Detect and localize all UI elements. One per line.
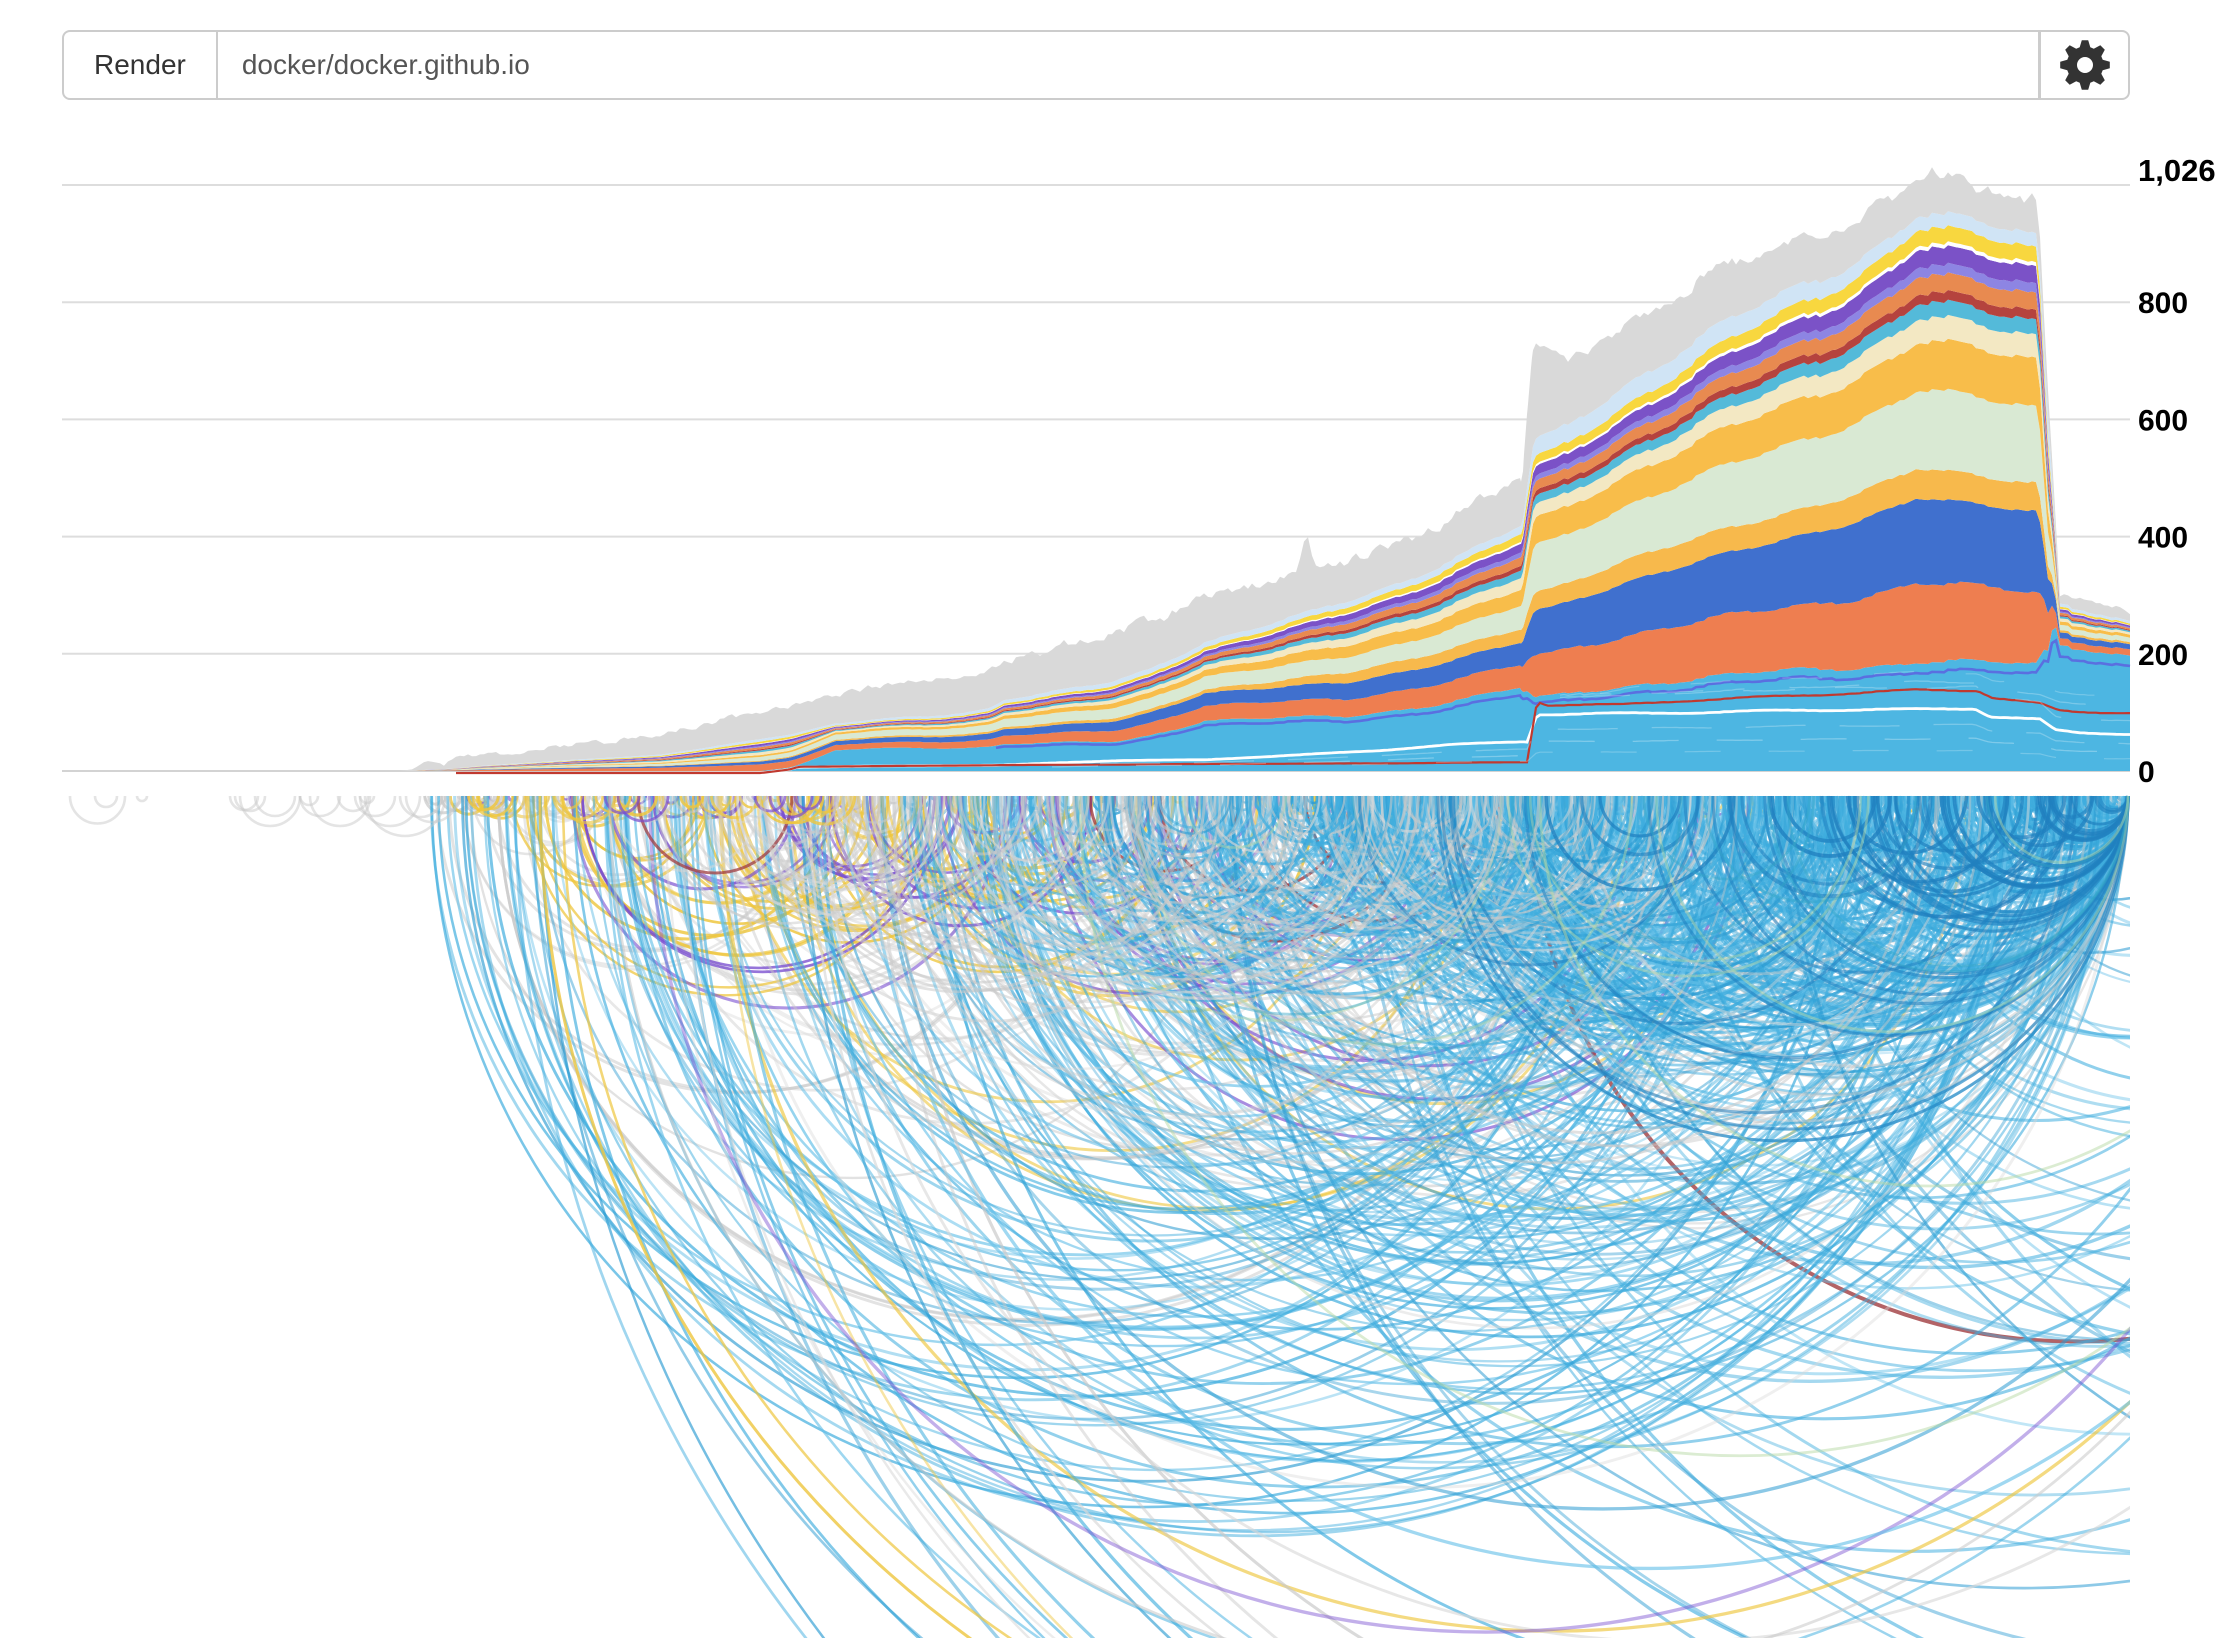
svg-text:600: 600: [2138, 404, 2188, 437]
svg-text:400: 400: [2138, 522, 2188, 555]
svg-text:200: 200: [2138, 639, 2188, 672]
svg-text:800: 800: [2138, 287, 2188, 320]
svg-text:0: 0: [2138, 756, 2155, 789]
svg-text:1,026: 1,026: [2138, 153, 2216, 188]
